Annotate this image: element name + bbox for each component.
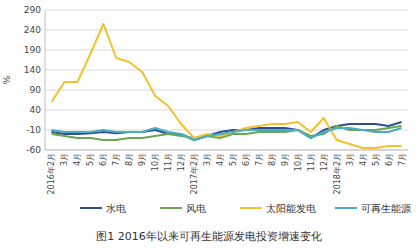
y-tick-label: 140 (24, 65, 41, 75)
legend-swatch (335, 207, 357, 209)
legend-label: 太阳能发电 (266, 203, 316, 214)
chart-title: 图1 2016年以来可再生能源发电投资增速变化 (96, 230, 322, 243)
x-tick-label: 7月 (112, 153, 121, 166)
series-line (51, 122, 401, 140)
grid-line (45, 30, 408, 31)
plot-area (51, 24, 401, 148)
x-tick-label: 8月 (125, 153, 134, 166)
y-tick-label: 240 (24, 25, 41, 35)
grid-line (45, 150, 408, 151)
x-tick-label: 3月 (60, 153, 69, 166)
x-tick-label: 10月 (294, 153, 303, 171)
x-tick-label: 12月 (320, 153, 329, 171)
x-tick-label: 12月 (177, 153, 186, 171)
grid-line (45, 70, 408, 71)
legend-label: 可再生能源 (361, 203, 411, 214)
x-tick-label: 2018年2月 (333, 153, 342, 194)
x-tick-label: 11月 (307, 153, 316, 171)
series-line (51, 24, 401, 148)
legend-label: 水电 (106, 203, 126, 214)
x-tick-label: 7月 (255, 153, 264, 166)
grid-line (45, 10, 408, 11)
x-tick-label: 2017年2月 (190, 153, 199, 194)
x-tick-label: 7月 (398, 153, 407, 166)
legend-swatch (80, 207, 102, 209)
y-tick-label: 90 (30, 85, 42, 95)
x-axis (45, 150, 408, 151)
x-tick-label: 4月 (73, 153, 82, 166)
x-tick-label: 9月 (138, 153, 147, 166)
y-tick-label: 190 (24, 45, 41, 55)
grid-line (45, 90, 408, 91)
x-tick-label: 3月 (203, 153, 212, 166)
legend-swatch (240, 207, 262, 209)
x-tick-label: 5月 (372, 153, 381, 166)
x-tick-label: 6月 (385, 153, 394, 166)
y-tick-label: -60 (26, 145, 41, 155)
legend-label: 风电 (186, 203, 206, 214)
x-tick-label: 11月 (164, 153, 173, 171)
x-tick-label: 8月 (268, 153, 277, 166)
series-line (51, 126, 401, 140)
x-tick-label: 4月 (359, 153, 368, 166)
x-tick-label: 2016年2月 (47, 153, 56, 194)
y-tick-label: -10 (26, 125, 41, 135)
y-axis (45, 10, 46, 150)
y-axis-label: % (2, 75, 12, 84)
y-tick-label: 40 (30, 105, 42, 115)
grid-line (45, 50, 408, 51)
x-tick-label: 10月 (151, 153, 160, 171)
x-tick-label: 6月 (242, 153, 251, 166)
x-tick-label: 9月 (281, 153, 290, 166)
x-tick-label: 4月 (216, 153, 225, 166)
x-tick-label: 5月 (229, 153, 238, 166)
legend-swatch (160, 207, 182, 209)
series-line (51, 128, 401, 140)
x-tick-label: 6月 (99, 153, 108, 166)
x-tick-label: 5月 (86, 153, 95, 166)
y-tick-label: 290 (24, 5, 41, 15)
x-tick-label: 3月 (346, 153, 355, 166)
grid-line (45, 110, 408, 111)
